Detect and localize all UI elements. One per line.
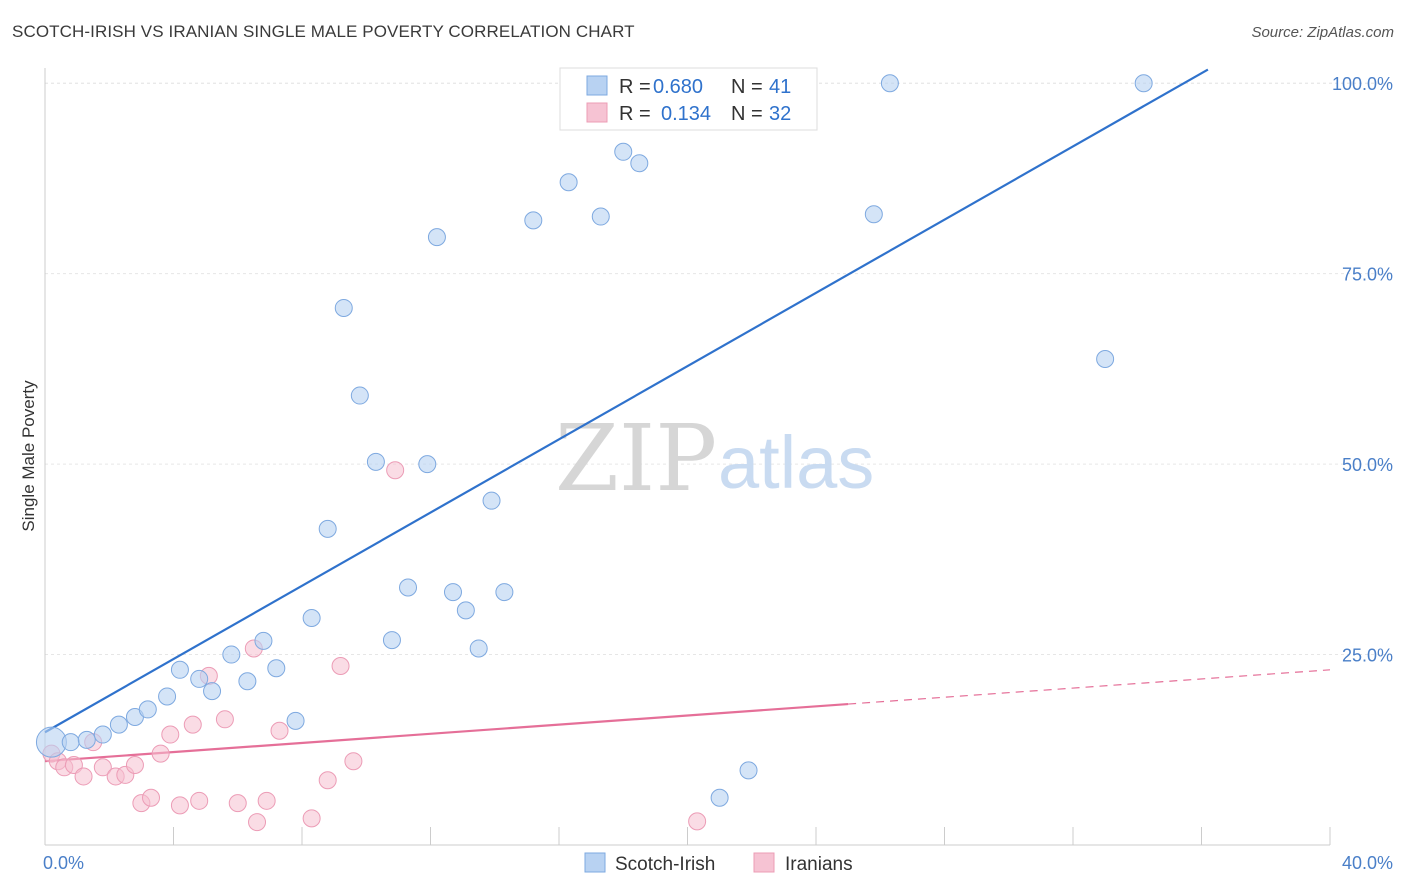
scotch-irish-point <box>158 687 177 706</box>
scotch-irish-point <box>302 608 321 627</box>
scotch-irish-point <box>238 672 257 691</box>
legend-r-label-2: R = <box>619 103 651 125</box>
scotch-irish-point <box>399 578 418 597</box>
iranians-point <box>93 758 112 777</box>
y-tick-labels: 25.0% 50.0% 75.0% 100.0% <box>1332 74 1393 665</box>
legend-n-label-1: N = <box>731 76 763 98</box>
legend-n-value-1: 41 <box>769 76 791 98</box>
trend-line-iranians <box>44 702 849 763</box>
scotch-irish-point <box>1134 74 1153 93</box>
scotch-irish-point <box>93 725 112 744</box>
scotch-irish-point <box>318 519 337 538</box>
scotch-irish-point <box>630 154 649 173</box>
y-axis-label: Single Male Poverty <box>19 380 38 532</box>
iranians-point <box>161 725 180 744</box>
watermark: ZIP atlas <box>555 405 874 512</box>
bottom-legend-swatch-iranians <box>753 852 775 873</box>
x-tick-label-min: 0.0% <box>43 853 84 873</box>
x-tick-label-max: 40.0% <box>1342 853 1393 873</box>
legend-r-value-1: 0.680 <box>653 76 703 98</box>
scotch-irish-point <box>61 733 80 752</box>
watermark-zip: ZIP <box>555 405 717 512</box>
scotch-irish-point <box>1096 349 1115 368</box>
bottom-legend: Scotch-Irish Iranians <box>584 852 853 875</box>
iranians-point <box>142 788 161 807</box>
chart-title: SCOTCH-IRISH VS IRANIAN SINGLE MALE POVE… <box>12 22 635 41</box>
scotch-irish-point <box>456 601 475 620</box>
scotch-irish-point <box>109 715 128 734</box>
scotch-irish-point <box>138 700 157 719</box>
iranians-point <box>302 809 321 828</box>
source-credit: Source: ZipAtlas.com <box>1251 24 1394 41</box>
scotch-irish-point <box>443 583 462 602</box>
iranians-point <box>257 791 276 810</box>
scotch-irish-point <box>427 228 446 247</box>
bottom-legend-scotch-irish: Scotch-Irish <box>615 854 715 875</box>
scotch-irish-point <box>614 142 633 161</box>
iranians-point <box>170 796 189 815</box>
scotch-irish-point <box>267 659 286 678</box>
scotch-irish-point <box>334 298 353 317</box>
grid-lines <box>45 82 1392 656</box>
legend-swatch-scotch-irish <box>586 75 608 96</box>
scotch-irish-point <box>739 761 758 780</box>
iranians-point <box>125 756 144 775</box>
iranians-points <box>42 461 707 832</box>
iranians-point <box>331 656 350 675</box>
scotch-irish-point <box>190 669 209 688</box>
x-tick-marks <box>173 827 1331 845</box>
scotch-irish-point <box>77 730 96 749</box>
scotch-irish-point <box>710 788 729 807</box>
legend-n-label-2: N = <box>731 103 763 125</box>
scotch-irish-point <box>350 386 369 405</box>
iranians-point <box>318 771 337 790</box>
trend-line-iranians-extension <box>848 669 1331 705</box>
scotch-irish-point <box>366 452 385 471</box>
scotch-irish-point <box>382 631 401 650</box>
scotch-irish-point <box>880 74 899 93</box>
trend-line-scotch-irish <box>44 68 1209 734</box>
iranians-point <box>688 812 707 831</box>
iranians-point <box>270 721 289 740</box>
iranians-point <box>344 752 363 771</box>
iranians-point <box>215 710 234 729</box>
scotch-irish-point <box>418 455 437 474</box>
scotch-irish-point <box>591 207 610 226</box>
legend-n-value-2: 32 <box>769 103 791 125</box>
y-tick-label: 100.0% <box>1332 74 1393 94</box>
scotch-irish-point <box>203 682 222 701</box>
iranians-point <box>190 791 209 810</box>
scotch-irish-point <box>864 205 883 224</box>
legend-swatch-iranians <box>586 102 608 123</box>
trend-lines <box>44 68 1331 763</box>
iranians-point <box>74 767 93 786</box>
y-tick-label: 25.0% <box>1342 646 1393 666</box>
y-tick-label: 50.0% <box>1342 455 1393 475</box>
scotch-irish-point <box>254 631 273 650</box>
legend-r-label-1: R = <box>619 76 651 98</box>
scotch-irish-points <box>35 74 1153 807</box>
legend-box: R = 0.680 N = 41 R = 0.134 N = 32 <box>559 67 818 131</box>
scotch-irish-point <box>482 491 501 510</box>
scotch-irish-point <box>495 583 514 602</box>
legend-r-value-2: 0.134 <box>661 103 711 125</box>
iranians-point <box>183 715 202 734</box>
scotch-irish-point <box>559 173 578 192</box>
scotch-irish-point <box>469 639 488 658</box>
scotch-irish-point <box>286 711 305 730</box>
scotch-irish-point <box>170 660 189 679</box>
iranians-point <box>386 461 405 480</box>
bottom-legend-iranians: Iranians <box>785 854 853 875</box>
scotch-irish-point <box>222 645 241 664</box>
iranians-point <box>248 813 267 832</box>
bottom-legend-swatch-scotch-irish <box>584 852 606 873</box>
scotch-irish-point <box>524 211 543 230</box>
iranians-point <box>151 744 170 763</box>
y-tick-label: 75.0% <box>1342 265 1393 285</box>
watermark-atlas: atlas <box>718 421 874 504</box>
iranians-point <box>228 794 247 813</box>
